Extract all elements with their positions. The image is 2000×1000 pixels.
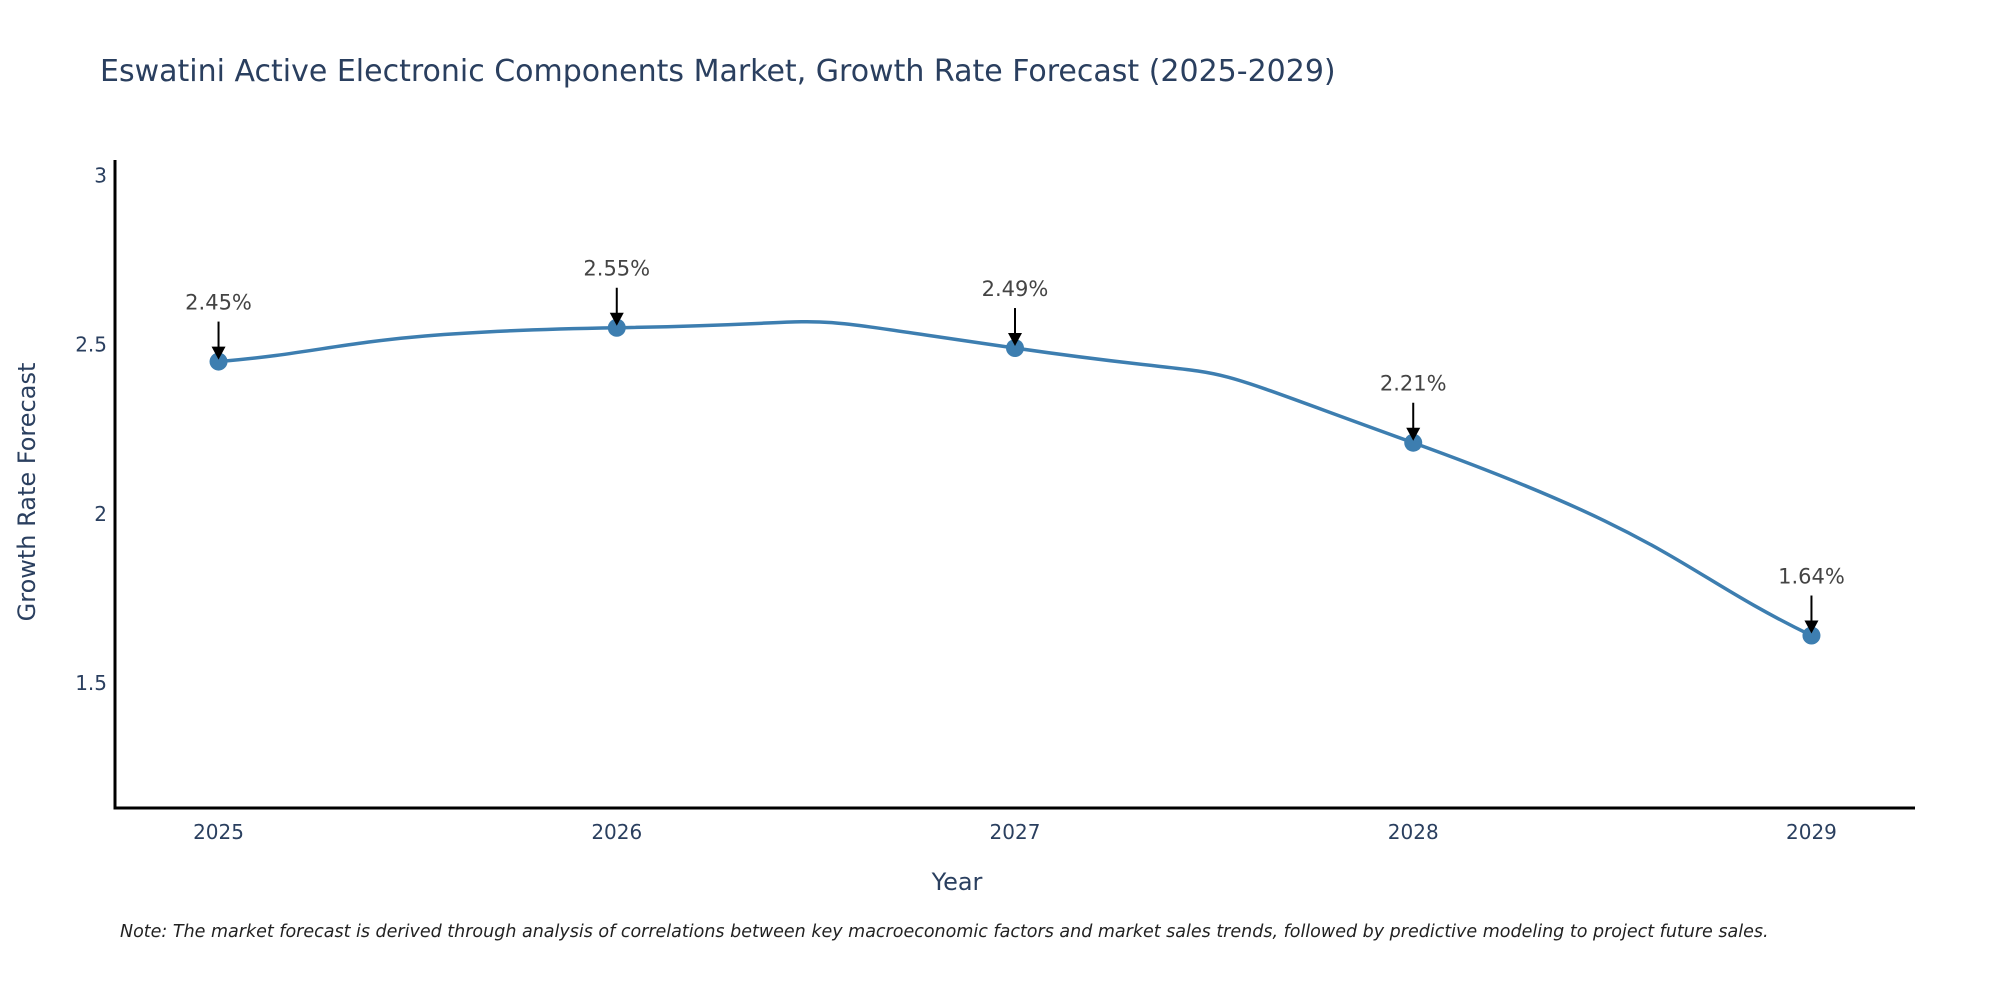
annotation-2029: 1.64% <box>1778 565 1845 634</box>
data-point-2027 <box>1006 339 1024 358</box>
y-tick-label: 2 <box>94 502 107 526</box>
annotation-label: 2.55% <box>583 257 650 281</box>
footnote: Note: The market forecast is derived thr… <box>120 922 1769 942</box>
data-point-2026 <box>607 318 626 337</box>
y-axis-title: Growth Rate Forecast <box>13 363 41 622</box>
x-axis-title: Year <box>931 868 983 896</box>
arrow-down-icon <box>1008 333 1022 347</box>
annotation-label: 2.49% <box>982 277 1049 301</box>
axes <box>113 160 1915 810</box>
data-point-2025 <box>209 352 228 371</box>
y-tick-label: 3 <box>94 164 107 188</box>
x-tick-label: 2027 <box>990 820 1041 844</box>
y-tick-labels: 1.5 2 2.5 3 <box>75 164 107 695</box>
y-tick-label: 2.5 <box>75 333 107 357</box>
arrow-down-icon <box>1406 427 1421 441</box>
x-tick-label: 2029 <box>1786 820 1837 844</box>
annotation-label: 2.45% <box>185 291 252 315</box>
series-growth-rate <box>209 318 1821 645</box>
data-point-2029 <box>1802 626 1821 645</box>
arrow-down-icon <box>211 346 226 360</box>
annotation-2028: 2.21% <box>1380 372 1447 441</box>
series-line <box>218 319 1813 638</box>
annotation-2025: 2.45% <box>185 291 252 360</box>
x-tick-label: 2026 <box>591 820 642 844</box>
annotation-2027: 2.49% <box>982 277 1049 347</box>
arrow-down-icon <box>1804 620 1819 634</box>
chart-title: Eswatini Active Electronic Components Ma… <box>100 54 1336 89</box>
data-annotations: 2.45% 2.55% 2.49% 2.21% 1.64% <box>185 257 1845 634</box>
arrow-down-icon <box>609 312 624 326</box>
annotation-label: 1.64% <box>1778 565 1845 589</box>
y-tick-label: 1.5 <box>75 671 107 695</box>
annotation-2026: 2.55% <box>583 257 650 326</box>
annotation-label: 2.21% <box>1380 372 1447 396</box>
data-point-2028 <box>1404 433 1423 452</box>
x-tick-labels: 2025 2026 2027 2028 2029 <box>193 820 1837 844</box>
x-tick-label: 2028 <box>1388 820 1439 844</box>
x-tick-label: 2025 <box>193 820 244 844</box>
